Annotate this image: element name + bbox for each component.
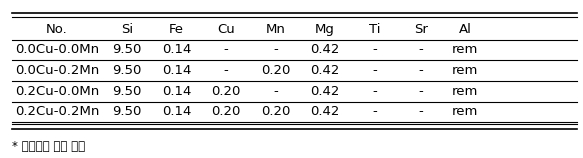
Text: -: - [419, 85, 424, 98]
Text: -: - [223, 43, 229, 56]
Text: -: - [372, 64, 377, 77]
Text: 0.14: 0.14 [161, 43, 191, 56]
Text: -: - [419, 64, 424, 77]
Text: 0.0Cu-0.2Mn: 0.0Cu-0.2Mn [15, 64, 99, 77]
Text: 9.50: 9.50 [112, 105, 142, 118]
Text: 0.14: 0.14 [161, 85, 191, 98]
Text: 0.20: 0.20 [261, 105, 290, 118]
Text: -: - [223, 64, 229, 77]
Text: 0.20: 0.20 [261, 64, 290, 77]
Text: 0.2Cu-0.2Mn: 0.2Cu-0.2Mn [15, 105, 99, 118]
Text: -: - [273, 85, 278, 98]
Text: 9.50: 9.50 [112, 43, 142, 56]
Text: 0.42: 0.42 [310, 43, 340, 56]
Text: 9.50: 9.50 [112, 85, 142, 98]
Text: rem: rem [452, 43, 478, 56]
Text: 0.14: 0.14 [161, 105, 191, 118]
Text: * 열전도도 향상 소재: * 열전도도 향상 소재 [12, 140, 85, 153]
Text: Cu: Cu [217, 23, 235, 36]
Text: -: - [372, 43, 377, 56]
Text: Mg: Mg [315, 23, 335, 36]
Text: rem: rem [452, 64, 478, 77]
Text: Ti: Ti [369, 23, 380, 36]
Text: rem: rem [452, 85, 478, 98]
Text: 0.0Cu-0.0Mn: 0.0Cu-0.0Mn [15, 43, 99, 56]
Text: 0.20: 0.20 [211, 85, 241, 98]
Text: rem: rem [452, 105, 478, 118]
Text: No.: No. [46, 23, 68, 36]
Text: 9.50: 9.50 [112, 64, 142, 77]
Text: -: - [372, 85, 377, 98]
Text: 0.42: 0.42 [310, 64, 340, 77]
Text: Si: Si [121, 23, 133, 36]
Text: -: - [419, 105, 424, 118]
Text: 0.42: 0.42 [310, 85, 340, 98]
Text: Fe: Fe [169, 23, 184, 36]
Text: 0.42: 0.42 [310, 105, 340, 118]
Text: -: - [372, 105, 377, 118]
Text: -: - [419, 43, 424, 56]
Text: 0.14: 0.14 [161, 64, 191, 77]
Text: 0.2Cu-0.0Mn: 0.2Cu-0.0Mn [15, 85, 99, 98]
Text: 0.20: 0.20 [211, 105, 241, 118]
Text: -: - [273, 43, 278, 56]
Text: Al: Al [458, 23, 472, 36]
Text: Mn: Mn [265, 23, 286, 36]
Text: Sr: Sr [415, 23, 428, 36]
